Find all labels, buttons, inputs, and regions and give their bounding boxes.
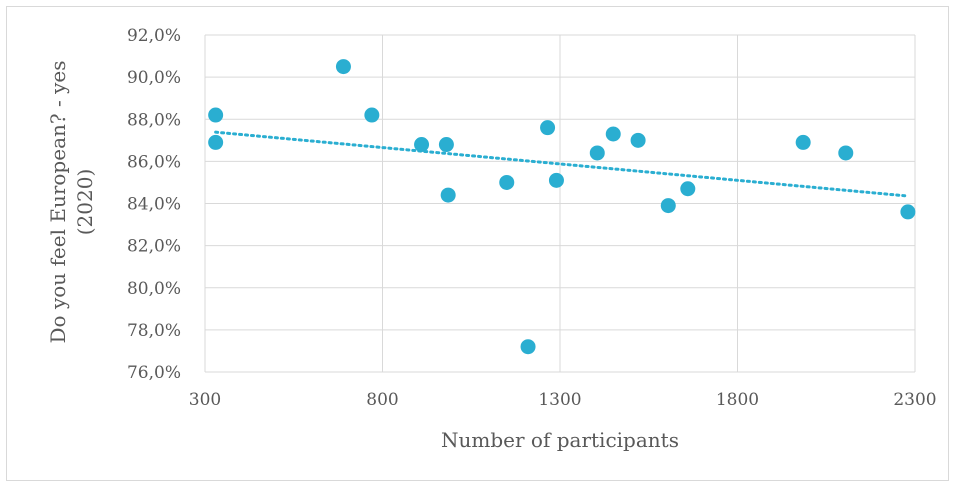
- y-tick-label: 92,0%: [127, 26, 181, 46]
- data-point: [605, 126, 621, 142]
- x-tick-label: 1300: [538, 390, 581, 410]
- y-tick-label: 76,0%: [127, 363, 181, 383]
- chart-frame: [6, 6, 949, 481]
- y-tick-label: 90,0%: [127, 68, 181, 88]
- x-axis-title: Number of participants: [441, 428, 679, 452]
- data-point: [660, 198, 676, 214]
- data-point: [440, 187, 456, 203]
- data-point: [520, 339, 536, 355]
- data-point: [838, 145, 854, 161]
- x-tick-label: 1800: [716, 390, 759, 410]
- data-point: [208, 107, 224, 123]
- data-point: [630, 132, 646, 148]
- data-point: [438, 137, 454, 153]
- x-tick-label: 300: [189, 390, 221, 410]
- x-tick-label: 800: [366, 390, 398, 410]
- data-point: [414, 137, 430, 153]
- y-tick-label: 80,0%: [127, 279, 181, 299]
- data-point: [548, 172, 564, 188]
- data-point: [540, 120, 556, 136]
- x-tick-labels: 300 800 1300 1800 2300: [189, 390, 937, 410]
- y-axis-title-line-1: Do you feel European? - yes: [46, 61, 70, 344]
- y-tick-label: 88,0%: [127, 110, 181, 130]
- data-point: [795, 134, 811, 150]
- data-point: [335, 59, 351, 75]
- x-tick-label: 2300: [893, 390, 936, 410]
- data-point: [364, 107, 380, 123]
- data-point: [499, 174, 515, 190]
- y-tick-label: 82,0%: [127, 237, 181, 257]
- data-point: [208, 134, 224, 150]
- y-tick-label: 78,0%: [127, 321, 181, 341]
- data-point: [589, 145, 605, 161]
- trendline: [214, 130, 910, 198]
- points-layer: [208, 59, 916, 355]
- data-point: [680, 181, 696, 197]
- y-tick-label: 86,0%: [127, 152, 181, 172]
- y-tick-label: 84,0%: [127, 195, 181, 215]
- gridlines: [204, 34, 916, 373]
- trendline-layer: [214, 130, 910, 198]
- y-axis-title-line-2: (2020): [73, 169, 97, 236]
- data-point: [900, 204, 916, 220]
- y-tick-labels: 76,0% 78,0% 80,0% 82,0% 84,0% 86,0% 88,0% 90,0%…: [127, 26, 181, 383]
